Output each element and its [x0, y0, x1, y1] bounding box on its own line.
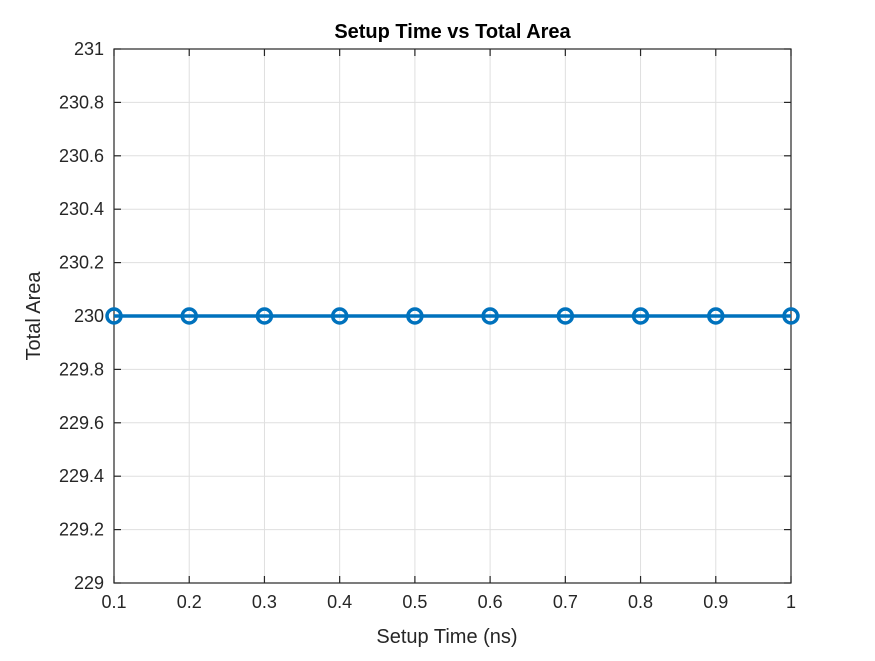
x-tick-label: 0.1 — [101, 592, 126, 612]
x-tick-labels: 0.1 0.2 0.3 0.4 0.5 0.6 0.7 0.8 0.9 1 — [101, 592, 796, 612]
chart-title: Setup Time vs Total Area — [334, 21, 571, 43]
y-tick-label: 230.4 — [59, 199, 104, 219]
data-point — [556, 307, 575, 325]
x-tick-label: 0.6 — [478, 592, 503, 612]
x-tick-label: 0.4 — [327, 592, 352, 612]
data-point — [180, 307, 198, 325]
x-tick-label: 1 — [786, 592, 796, 612]
data-point — [406, 307, 424, 325]
y-tick-labels: 229 229.2 229.4 229.6 229.8 230 230.2 230.4 230.… — [59, 39, 104, 593]
x-tick-label: 0.8 — [628, 592, 653, 612]
data-point — [481, 307, 499, 325]
x-axis-label: Setup Time (ns) — [376, 626, 517, 648]
y-tick-label: 229.8 — [59, 359, 104, 379]
data-point — [707, 307, 725, 325]
x-tick-label: 0.3 — [252, 592, 277, 612]
y-tick-label: 229.4 — [59, 466, 104, 486]
y-axis-label: Total Area — [23, 271, 45, 361]
y-tick-label: 229.6 — [59, 413, 104, 433]
y-tick-label: 229 — [74, 573, 104, 593]
data-point — [105, 307, 123, 325]
series-layer — [105, 307, 800, 325]
y-tick-label: 229.2 — [59, 520, 104, 540]
x-tick-label: 0.9 — [703, 592, 728, 612]
x-tick-label: 0.5 — [402, 592, 427, 612]
y-tick-label: 231 — [74, 39, 104, 59]
y-tick-label: 230.2 — [59, 253, 104, 273]
data-point — [330, 307, 349, 325]
data-point — [631, 307, 650, 325]
y-tick-label: 230.8 — [59, 92, 104, 112]
data-point — [255, 307, 274, 325]
y-tick-label: 230 — [74, 306, 104, 326]
y-tick-label: 230.6 — [59, 146, 104, 166]
x-tick-label: 0.7 — [553, 592, 578, 612]
x-tick-label: 0.2 — [177, 592, 202, 612]
data-point — [782, 307, 800, 325]
